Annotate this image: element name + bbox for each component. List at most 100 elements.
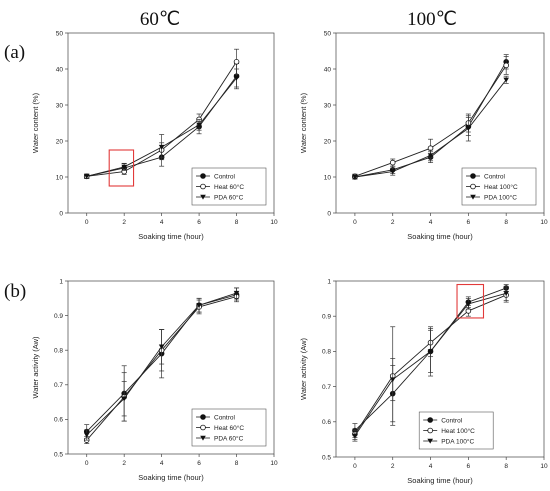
- legend-marker: [200, 183, 206, 190]
- legend-marker: [200, 424, 206, 431]
- y-tick-label: 0.6: [54, 417, 63, 424]
- chart-bottom-left: 0 2 4 6 8 10 0.5 0.6 0.7 0.8 0.9 1 Soaking time (hou…: [31, 278, 278, 482]
- legend: Control Heat 60°C PDA 60°C: [191, 408, 267, 447]
- x-tick-label: 8: [504, 219, 508, 226]
- data-point: [233, 58, 240, 65]
- x-tick-label: 2: [122, 219, 126, 226]
- legend-entry: Heat 100°C: [441, 427, 475, 435]
- y-tick-label: 30: [324, 102, 332, 109]
- legend-entry: Heat 60°C: [214, 183, 244, 191]
- column-header-100: 100℃: [407, 9, 457, 30]
- y-tick-label: 0.6: [322, 419, 331, 426]
- legend-entry: Control: [214, 414, 236, 421]
- x-axis-label: Soaking time (hour): [138, 232, 204, 241]
- x-tick-label: 2: [122, 460, 126, 467]
- x-tick-label: 2: [391, 463, 395, 470]
- x-tick-label: 10: [540, 219, 548, 226]
- data-point: [83, 174, 90, 179]
- data-point: [196, 303, 202, 308]
- legend-entry: PDA 60°C: [214, 434, 244, 442]
- series-1: [83, 63, 240, 180]
- x-axis-label: Soaking time (hour): [407, 232, 473, 241]
- legend-marker: [470, 194, 476, 200]
- data-point: [83, 432, 90, 438]
- x-tick-label: 10: [270, 219, 278, 226]
- legend-entry: Control: [484, 173, 506, 180]
- y-tick-label: 0.9: [54, 313, 63, 320]
- y-tick-label: 30: [56, 102, 64, 109]
- data-point: [427, 349, 434, 354]
- y-tick-label: 10: [56, 174, 64, 181]
- y-tick-label: 1: [327, 278, 331, 285]
- data-point: [233, 75, 240, 81]
- y-axis-label: Water content (%): [299, 92, 308, 153]
- y-tick-label: 20: [324, 138, 332, 145]
- y-tick-label: 0: [327, 210, 331, 217]
- data-point: [352, 433, 358, 439]
- series-3: [83, 68, 240, 179]
- data-point: [503, 291, 509, 296]
- x-tick-label: 0: [353, 219, 357, 226]
- chart-top-right: 0 2 4 6 8 10 0 10 20 30 40 50 Soaking time (hour) Wat…: [299, 30, 548, 241]
- y-tick-label: 0.9: [322, 314, 331, 321]
- legend-marker: [200, 414, 206, 420]
- legend-marker: [470, 173, 476, 179]
- data-point: [503, 62, 509, 69]
- data-point: [352, 174, 358, 180]
- plot-frame: [67, 32, 275, 214]
- y-tick-label: 0.7: [54, 382, 63, 389]
- y-tick-label: 0.7: [322, 384, 331, 391]
- y-tick-label: 0.8: [54, 348, 63, 355]
- data-point: [389, 169, 396, 175]
- series-3: [352, 75, 509, 180]
- data-point: [465, 126, 472, 131]
- x-tick-label: 10: [270, 460, 278, 467]
- y-axis-label: Water activity (Aw): [299, 337, 308, 400]
- y-tick-label: 40: [324, 66, 332, 73]
- legend: Control Heat 100°C PDA 100°C: [418, 411, 494, 450]
- data-point: [389, 159, 396, 166]
- x-tick-label: 10: [540, 463, 548, 470]
- y-tick-label: 20: [56, 138, 64, 145]
- legend: Control Heat 60°C PDA 60°C: [191, 167, 267, 206]
- legend-marker: [200, 435, 206, 441]
- data-point: [427, 153, 434, 158]
- legend-entry: PDA 60°C: [214, 193, 244, 201]
- y-tick-label: 40: [56, 66, 64, 73]
- legend-marker: [470, 183, 476, 190]
- legend-entry: Control: [214, 173, 236, 180]
- highlight-box: [456, 283, 485, 319]
- plot-frame: [335, 280, 545, 458]
- y-tick-label: 50: [324, 30, 332, 37]
- plot-frame: [335, 32, 545, 214]
- legend-marker: [427, 427, 434, 434]
- legend: Control Heat 100°C PDA 100°C: [461, 167, 537, 206]
- x-tick-label: 6: [467, 219, 471, 226]
- data-point: [233, 290, 240, 296]
- data-point: [196, 122, 202, 128]
- x-tick-label: 6: [467, 463, 471, 470]
- legend-entry: Heat 60°C: [214, 424, 244, 432]
- x-tick-label: 8: [504, 463, 508, 470]
- data-point: [158, 344, 165, 350]
- data-point: [121, 396, 127, 402]
- x-tick-label: 8: [235, 460, 239, 467]
- x-axis-label: Soaking time (hour): [407, 476, 473, 485]
- legend-entry: PDA 100°C: [484, 193, 517, 201]
- y-tick-label: 0: [59, 210, 63, 217]
- series-3: [83, 287, 240, 441]
- legend-entry: PDA 100°C: [441, 437, 474, 445]
- legend-marker: [200, 173, 206, 179]
- highlight-box: [108, 149, 135, 187]
- data-point: [121, 164, 127, 170]
- y-tick-label: 50: [56, 30, 64, 37]
- x-tick-label: 4: [160, 460, 164, 467]
- legend-marker: [427, 438, 433, 444]
- y-axis-label: Water activity (Aw): [31, 336, 40, 399]
- y-tick-label: 0.5: [54, 451, 63, 458]
- y-axis-label: Water content (%): [31, 92, 40, 153]
- data-point: [465, 301, 472, 307]
- x-tick-label: 6: [197, 219, 201, 226]
- row-label-a: (a): [4, 42, 25, 63]
